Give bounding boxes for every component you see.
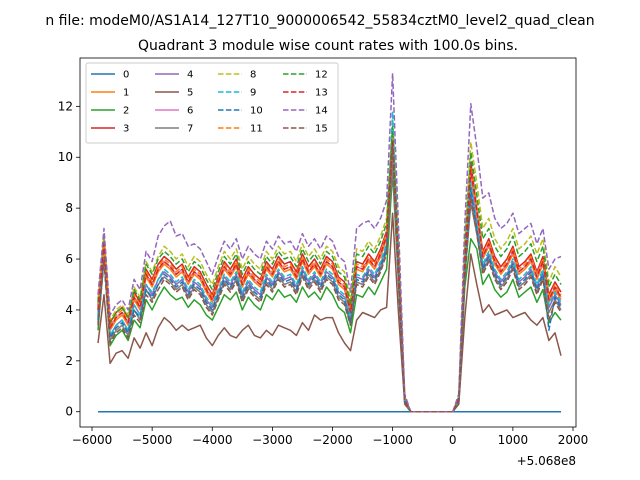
x-tick-label: −6000 [72,433,113,447]
series-line-2 [97,171,562,413]
x-offset-label: +5.068e8 [517,454,576,468]
series-line-14 [97,72,562,413]
x-tick-label: 2000 [558,433,589,447]
legend-label: 5 [187,88,193,99]
legend-label: 4 [187,70,193,81]
x-tick-label: −5000 [132,433,173,447]
series-line-5 [97,212,562,413]
x-tick-label: 0 [449,433,457,447]
series-line-15 [97,146,562,413]
legend-frame [85,62,339,144]
legend-label: 7 [187,124,193,135]
legend-label: 9 [250,88,256,99]
y-axis: 0 2 4 6 8 10 12 [58,99,80,419]
series-line-4 [97,159,562,413]
y-tick-label: 6 [65,252,73,266]
legend-label: 13 [315,88,328,99]
plot-border [79,57,577,428]
legend-label: 3 [123,124,129,135]
legend-label: 1 [123,88,129,99]
y-tick-label: 0 [65,405,73,419]
series-line-12 [97,125,562,413]
chart-title: Quadrant 3 module wise count rates with … [138,38,518,54]
y-tick-label: 2 [65,354,73,368]
x-tick-label: 1000 [498,433,529,447]
legend-label: 10 [250,106,263,117]
series-line-11 [97,136,562,413]
series-line-8 [97,118,562,413]
series-line-7 [97,164,562,413]
y-tick-label: 4 [65,303,73,317]
series-line-9 [97,110,562,413]
legend-label: 8 [250,70,256,81]
y-tick-label: 8 [65,201,73,215]
legend-label: 15 [315,124,328,135]
legend-label: 0 [123,70,129,81]
series-line-6 [97,151,562,413]
chart-suptitle: n file: modeM0/AS1A14_127T10_9000006542_… [45,13,594,29]
y-tick-label: 12 [58,99,73,113]
series-line-3 [97,143,562,413]
x-tick-label: −2000 [312,433,353,447]
series-line-1 [97,156,562,413]
legend-label: 12 [315,70,328,81]
legend-label: 6 [187,106,193,117]
x-tick-label: −1000 [372,433,413,447]
legend-label: 11 [250,124,263,135]
x-axis: −6000 −5000 −4000 −3000 −2000 −1000 0 1000 2000 [72,427,589,447]
series-line-10 [97,131,562,413]
y-tick-label: 10 [58,150,73,164]
x-tick-label: −3000 [252,433,293,447]
legend-label: 14 [315,106,328,117]
x-tick-label: −4000 [192,433,233,447]
series-lines [97,72,562,413]
legend-label: 2 [123,106,129,117]
